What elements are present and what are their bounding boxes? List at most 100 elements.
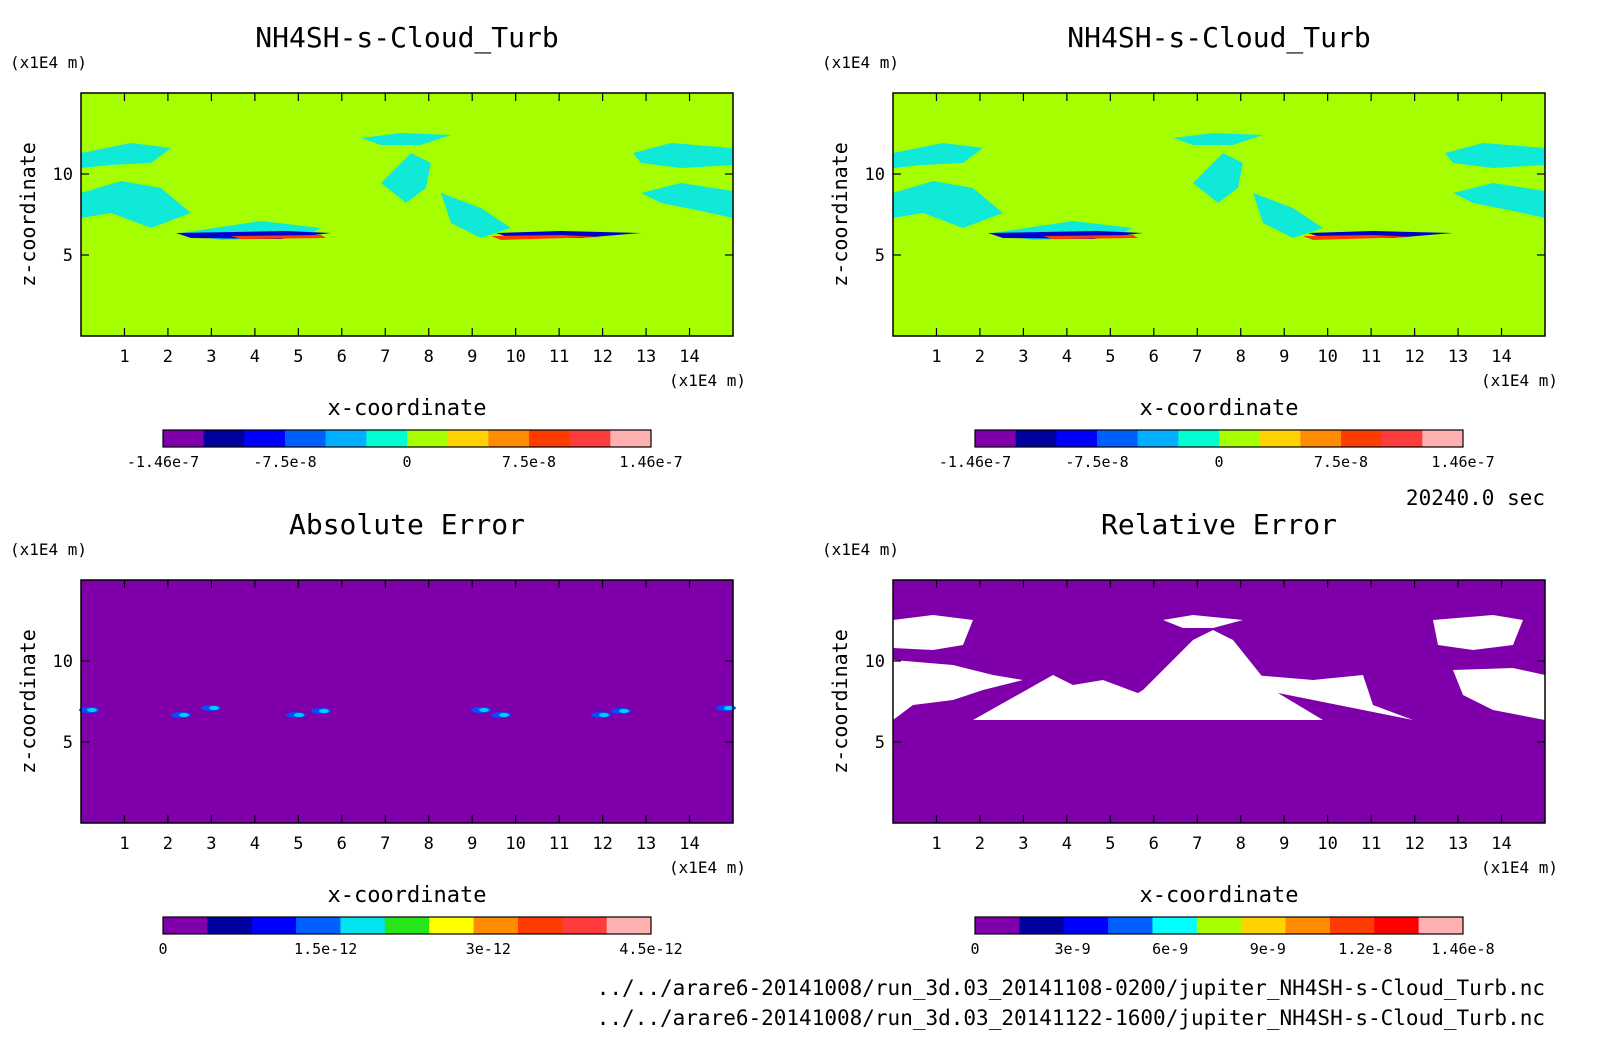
colorbar-swatch xyxy=(207,917,253,934)
error-blob-core xyxy=(479,708,489,712)
x-tick-label: 7 xyxy=(1192,347,1202,367)
x-tick-label: 13 xyxy=(1448,347,1468,367)
colorbar-swatch xyxy=(203,430,245,447)
cloud-region xyxy=(1173,133,1263,145)
cloud-region xyxy=(81,181,191,228)
x-tick-label: 12 xyxy=(592,347,612,367)
x-tick-label: 14 xyxy=(1491,834,1511,854)
positive-band xyxy=(1303,235,1413,240)
plot-frame xyxy=(892,92,1546,337)
colorbar-swatch xyxy=(285,430,327,447)
colorbar-tick-label: 7.5e-8 xyxy=(1314,453,1368,471)
chart-title: NH4SH-s-Cloud_Turb xyxy=(255,21,558,55)
colorbar-tick-label: 3e-9 xyxy=(1055,940,1091,958)
colorbar-frame xyxy=(974,916,1464,935)
x-unit-label: (x1E4 m) xyxy=(1481,371,1558,390)
colorbar-frame xyxy=(974,429,1464,448)
colorbar-swatch xyxy=(610,430,652,447)
colorbar-swatch xyxy=(1381,430,1423,447)
x-tick-label: 2 xyxy=(163,347,173,367)
y-axis-label: z-coordinate xyxy=(16,142,40,287)
colorbar-swatch xyxy=(569,430,611,447)
y-tick-label: 10 xyxy=(865,652,885,672)
colorbar-swatch xyxy=(529,430,571,447)
cloud-region xyxy=(81,143,171,168)
plot-area xyxy=(81,580,733,823)
colorbar-swatch xyxy=(429,917,475,934)
x-tick-label: 9 xyxy=(1279,834,1289,854)
x-tick-label: 11 xyxy=(549,347,569,367)
y-unit-label: (x1E4 m) xyxy=(10,540,87,559)
file-path-2: ../../arare6-20141008/run_3d.03_20141122… xyxy=(597,1006,1545,1030)
x-tick-label: 13 xyxy=(636,834,656,854)
colorbar-tick-label: 1.5e-12 xyxy=(294,940,357,958)
x-tick-label: 10 xyxy=(505,347,525,367)
y-unit-label: (x1E4 m) xyxy=(10,53,87,72)
colorbar-tick-label: 1.46e-8 xyxy=(1431,940,1494,958)
colorbar-swatch xyxy=(1300,430,1342,447)
x-tick-label: 5 xyxy=(293,347,303,367)
plot-frame xyxy=(80,92,734,337)
y-tick-label: 10 xyxy=(865,165,885,185)
colorbar-swatch xyxy=(562,917,608,934)
x-tick-label: 4 xyxy=(1062,834,1072,854)
x-tick-label: 1 xyxy=(931,834,941,854)
x-tick-label: 10 xyxy=(1317,834,1337,854)
x-tick-label: 10 xyxy=(1317,347,1337,367)
colorbar-swatch xyxy=(296,917,341,934)
cloud-region xyxy=(1445,143,1545,168)
x-unit-label: (x1E4 m) xyxy=(1481,858,1558,877)
error-blob-core xyxy=(619,709,629,713)
colorbar-swatch xyxy=(163,917,208,934)
colorbar-swatch xyxy=(1196,917,1242,934)
chart-panel-1: NH4SH-s-Cloud_Turb(x1E4 m)1 2 3 4 5 6 7 8 9 10 11 1… xyxy=(10,21,746,471)
colorbar-tick-label: 1.2e-8 xyxy=(1338,940,1392,958)
error-blob-core xyxy=(499,713,509,717)
y-tick-label: 5 xyxy=(63,246,73,266)
chart-title: Relative Error xyxy=(1101,508,1337,541)
colorbar-swatch xyxy=(1285,917,1331,934)
undefined-region xyxy=(973,675,1153,720)
file-path-1: ../../arare6-20141008/run_3d.03_20141108… xyxy=(597,976,1545,1000)
colorbar-tick-label: 7.5e-8 xyxy=(502,453,556,471)
cloud-region xyxy=(1453,183,1545,218)
y-unit-label: (x1E4 m) xyxy=(822,53,899,72)
colorbar-tick-label: 1.46e-7 xyxy=(619,453,682,471)
colorbar-swatch xyxy=(1137,430,1179,447)
cloud-region xyxy=(441,193,511,238)
x-tick-label: 8 xyxy=(1236,834,1246,854)
x-tick-label: 3 xyxy=(206,347,216,367)
undefined-region xyxy=(1213,675,1413,720)
x-tick-label: 11 xyxy=(1361,834,1381,854)
error-blob-core xyxy=(294,713,304,717)
x-tick-label: 13 xyxy=(636,347,656,367)
x-tick-label: 12 xyxy=(592,834,612,854)
colorbar-tick-label: 9e-9 xyxy=(1250,940,1286,958)
x-tick-label: 2 xyxy=(163,834,173,854)
cloud-region xyxy=(1253,193,1323,238)
positive-band xyxy=(1043,235,1138,239)
colorbar-swatch xyxy=(384,917,430,934)
undefined-region xyxy=(893,615,973,650)
x-tick-label: 14 xyxy=(679,834,699,854)
y-tick-label: 5 xyxy=(63,733,73,753)
colorbar-tick-label: -7.5e-8 xyxy=(1065,453,1128,471)
x-tick-label: 7 xyxy=(380,834,390,854)
x-tick-label: 4 xyxy=(250,834,260,854)
colorbar-tick-label: 0 xyxy=(158,940,167,958)
colorbar-swatch xyxy=(325,430,367,447)
colorbar-swatch xyxy=(163,430,205,447)
colorbar-swatch xyxy=(447,430,489,447)
chart-title: NH4SH-s-Cloud_Turb xyxy=(1067,21,1370,55)
colorbar-swatch xyxy=(517,917,563,934)
colorbar-swatch xyxy=(1219,430,1261,447)
colorbar-swatch xyxy=(1015,430,1057,447)
error-blob-core xyxy=(599,713,609,717)
colorbar-swatch xyxy=(606,917,652,934)
x-tick-label: 11 xyxy=(1361,347,1381,367)
colorbar-frame xyxy=(162,429,652,448)
colorbar-tick-label: 0 xyxy=(970,940,979,958)
error-blob-core xyxy=(87,708,97,712)
error-blob-core xyxy=(724,706,734,710)
